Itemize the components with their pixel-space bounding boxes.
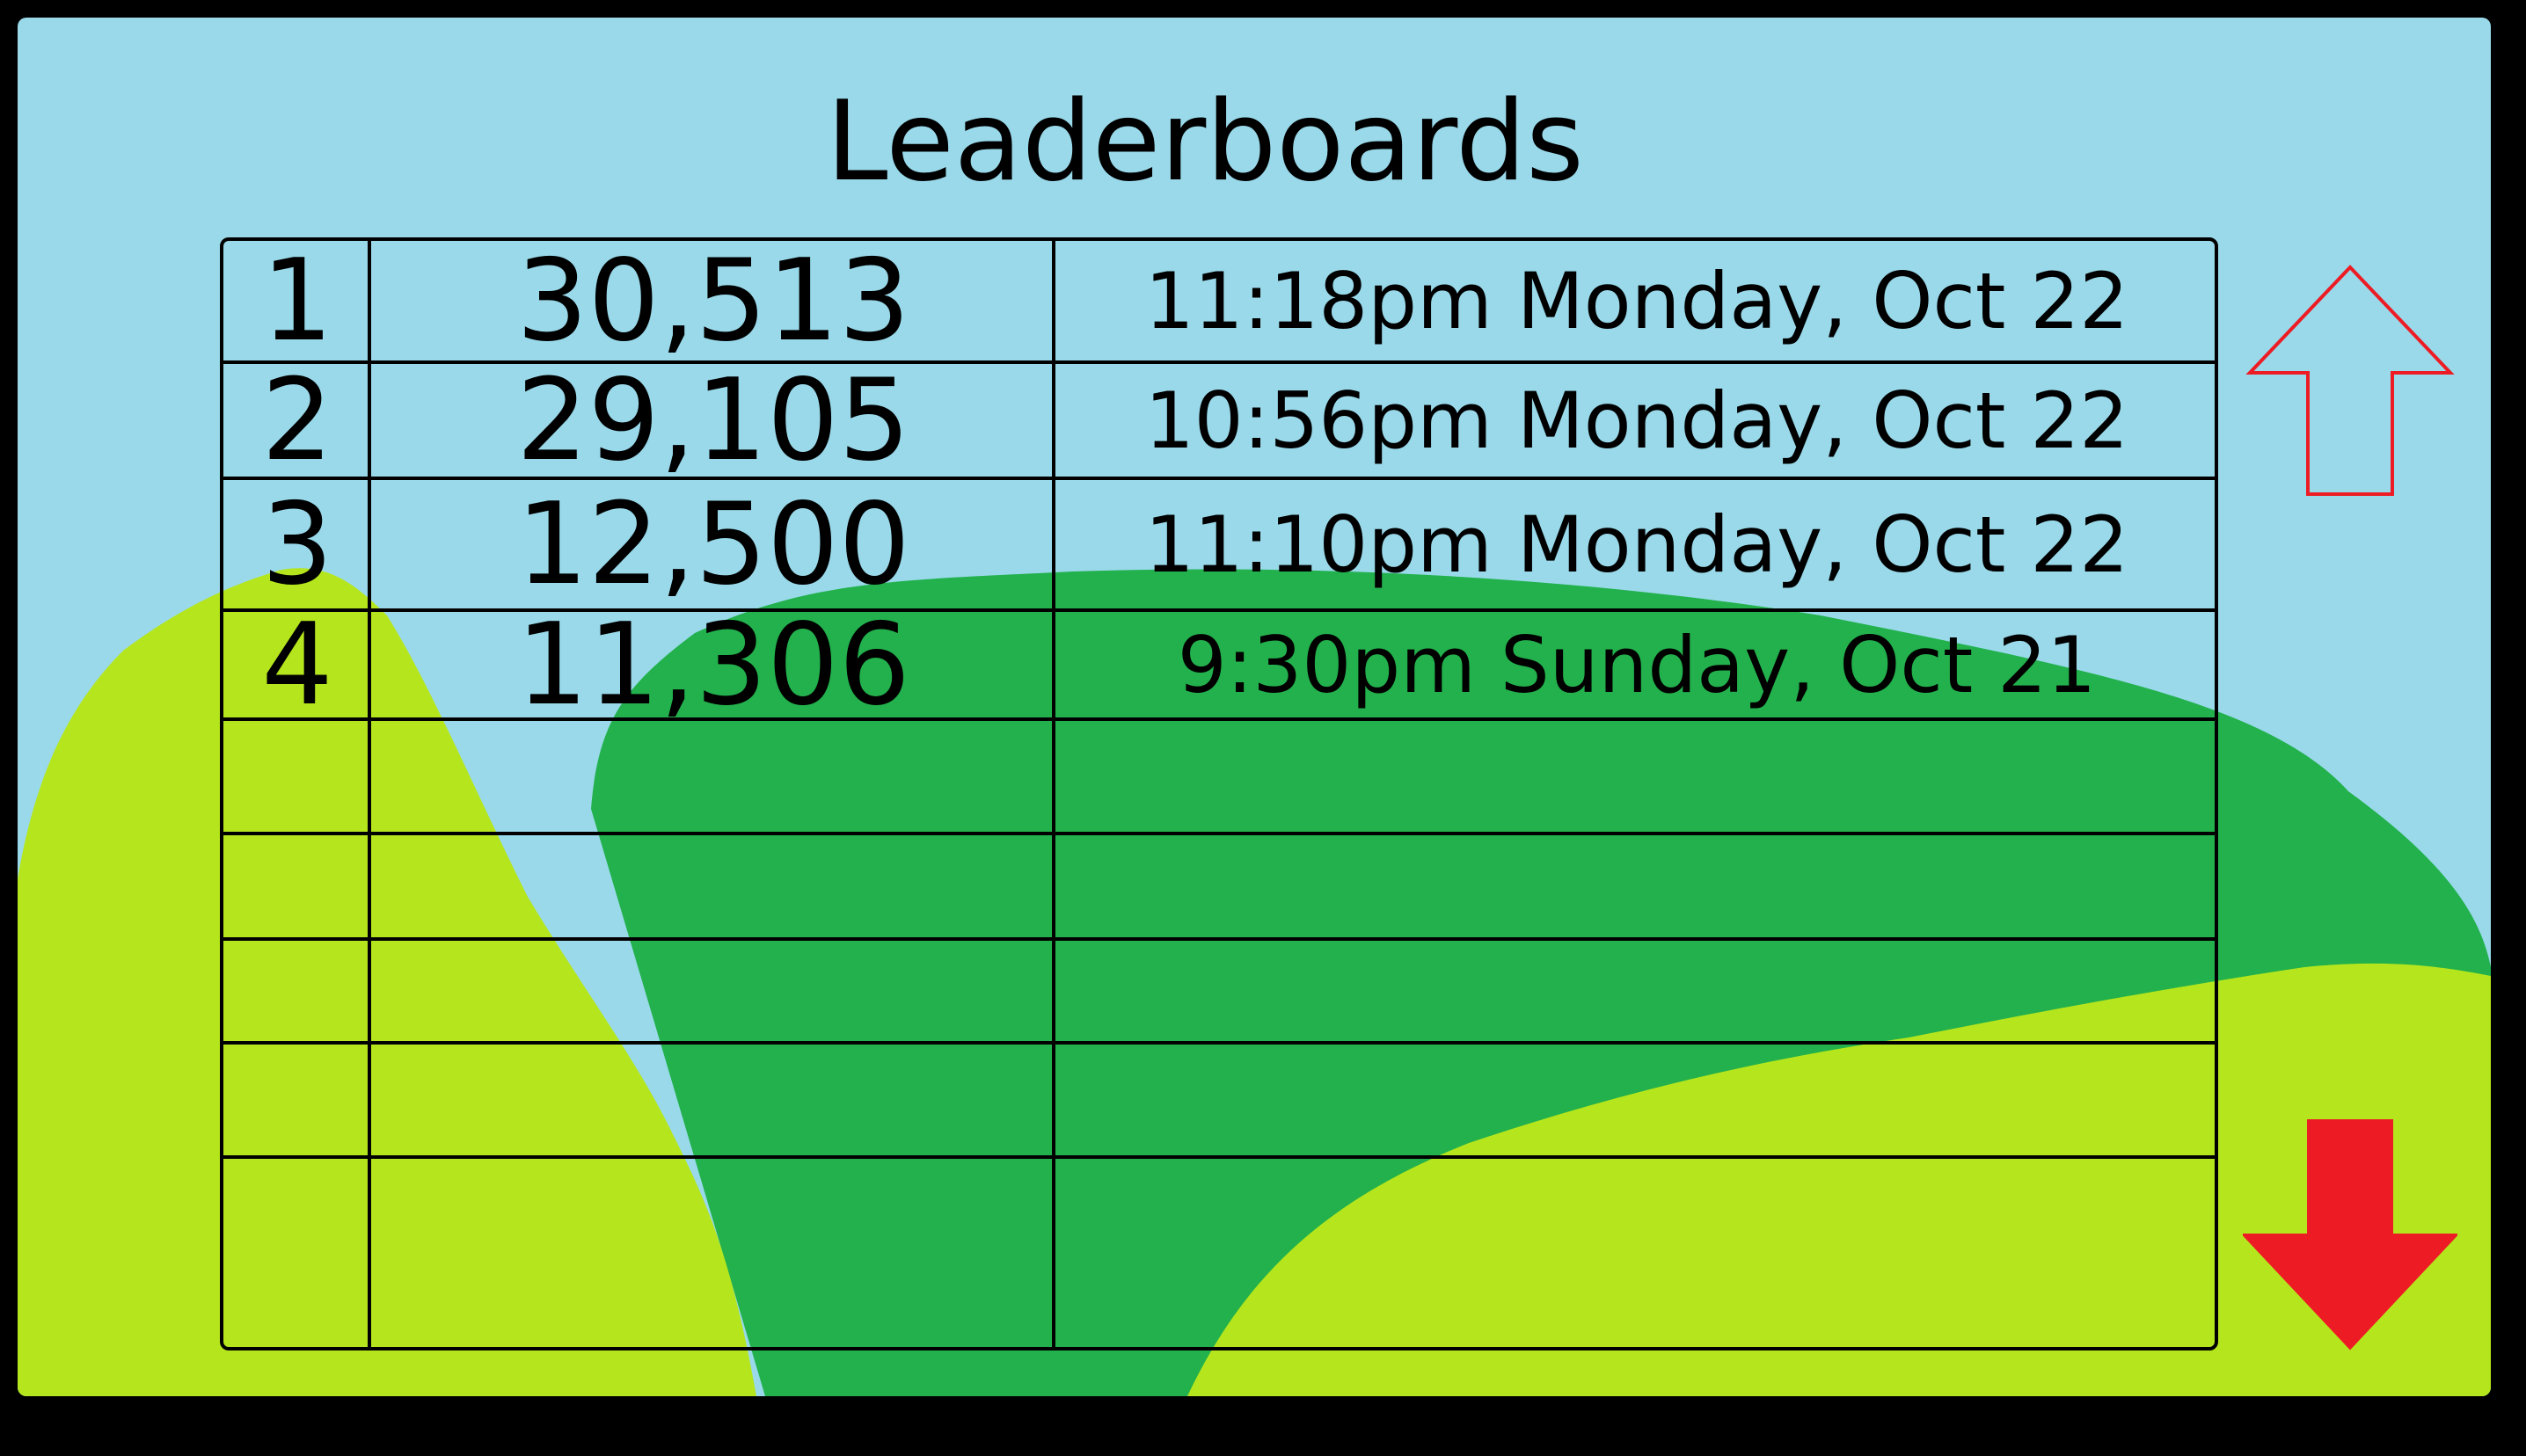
time-cell [1055,1159,2218,1254]
score-cell: 11,306 [516,599,910,731]
rank-cell [223,1045,371,1155]
rank-cell: 4 [261,599,333,731]
table-row [223,721,2215,835]
rank-cell: 2 [261,354,333,486]
score-cell [371,835,1055,937]
time-cell [1055,835,2218,937]
light-green-hill-right [1187,963,2491,1396]
time-cell: 11:18pm Monday, Oct 22 [1144,255,2129,346]
table-row [223,941,2215,1045]
table-row [223,1159,2215,1254]
scroll-down-button[interactable] [2240,1117,2460,1354]
page-title: Leaderboards [826,76,1584,206]
time-cell [1055,941,2218,1041]
score-cell: 12,500 [516,478,910,610]
rank-column-divider [368,241,371,1347]
time-cell: 11:10pm Monday, Oct 22 [1144,499,2129,590]
scroll-up-button[interactable] [2243,262,2457,499]
rank-cell: 3 [261,478,333,610]
score-cell: 30,513 [516,235,910,367]
score-cell [371,721,1055,832]
score-cell [371,941,1055,1041]
score-column-divider [1052,241,1055,1347]
light-green-hill-left [18,568,756,1396]
score-cell [371,1045,1055,1155]
rank-cell [223,721,371,832]
score-cell: 29,105 [516,354,910,486]
down-arrow-icon [2240,1119,2460,1350]
leaderboard-screen: Leaderboards 1 30,513 11:18pm Monday, Oc… [18,18,2491,1396]
table-row: 3 12,500 11:10pm Monday, Oct 22 [223,478,2215,612]
leaderboard-table: 1 30,513 11:18pm Monday, Oct 22 2 29,105… [220,235,2218,1350]
score-cell [371,1159,1055,1254]
time-cell: 10:56pm Monday, Oct 22 [1144,375,2129,466]
time-cell: 9:30pm Sunday, Oct 21 [1177,619,2097,710]
table-row [223,1045,2215,1159]
table-row: 4 11,306 9:30pm Sunday, Oct 21 [223,599,2215,731]
rank-cell [223,1159,371,1254]
rank-cell [223,941,371,1041]
up-arrow-icon [2245,265,2455,496]
table-row [223,835,2215,941]
time-cell [1055,1045,2218,1155]
hills-background [18,568,2491,1396]
rank-cell: 1 [261,235,333,367]
table-row: 1 30,513 11:18pm Monday, Oct 22 [223,235,2215,367]
rank-cell [223,835,371,937]
time-cell [1055,721,2218,832]
table-row: 2 29,105 10:56pm Monday, Oct 22 [223,354,2215,486]
